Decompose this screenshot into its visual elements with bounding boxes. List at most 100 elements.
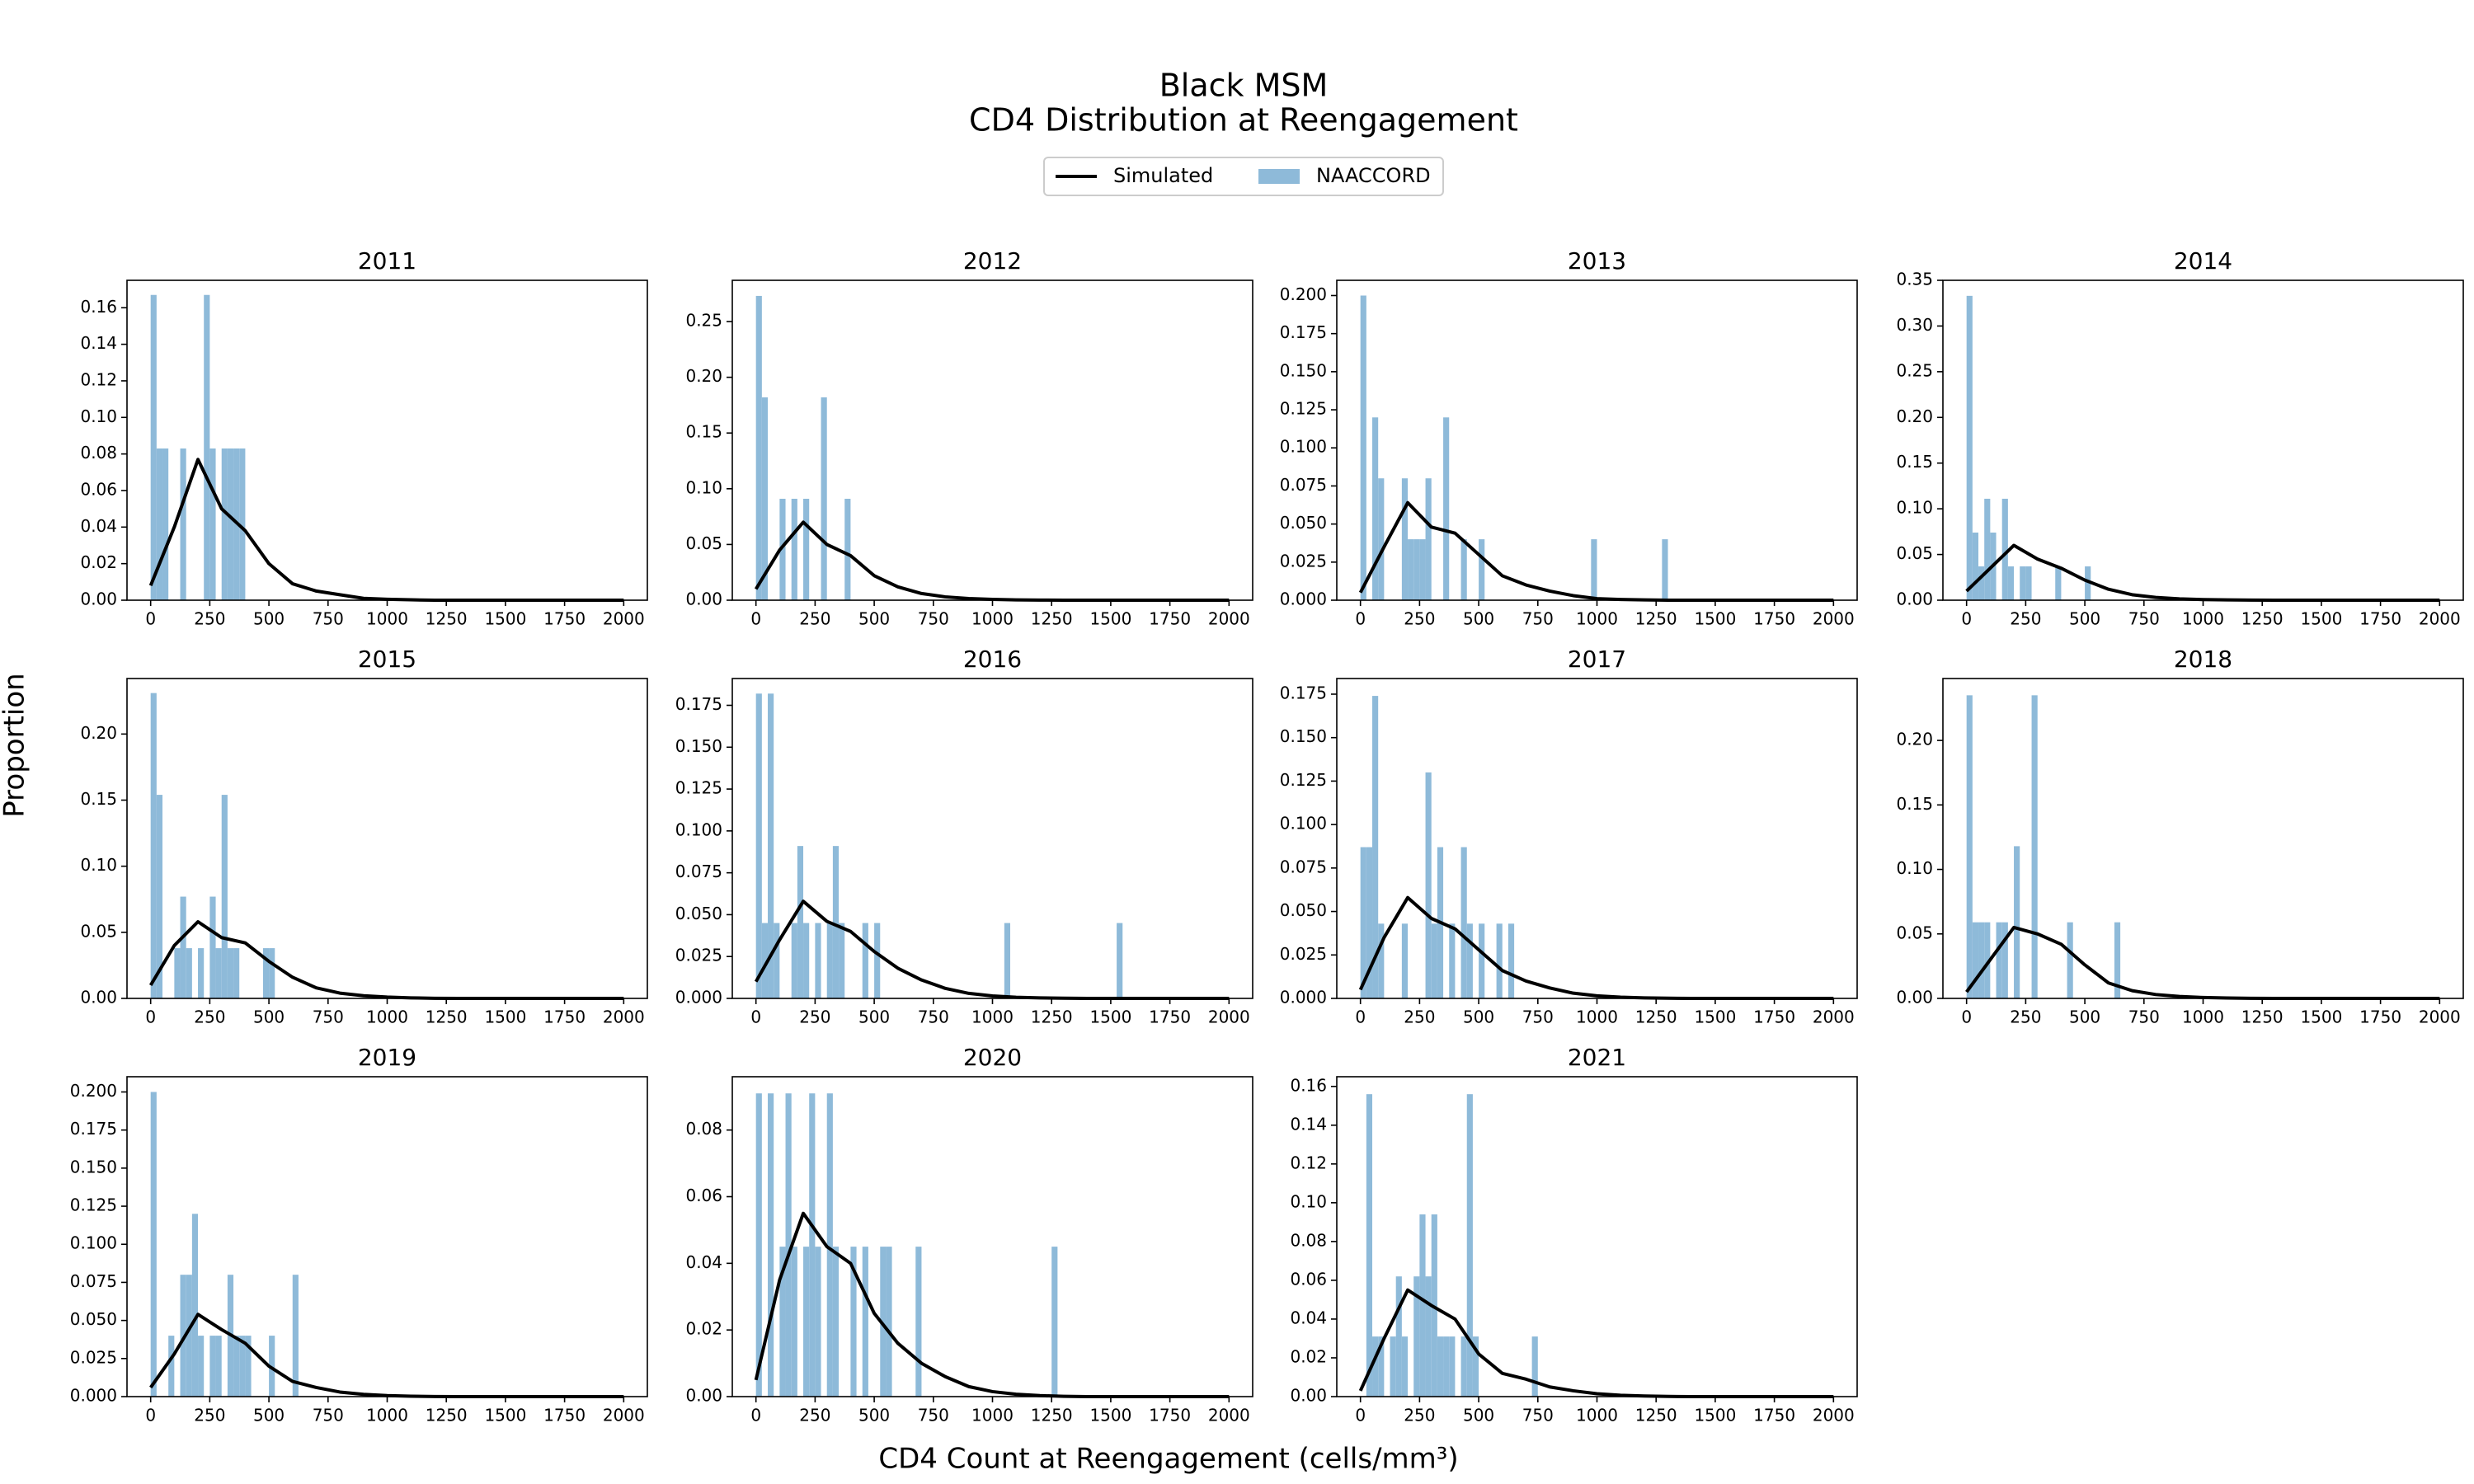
y-tick-label: 0.15 (685, 422, 722, 442)
x-tick-label: 500 (858, 1406, 890, 1425)
x-tick-label: 500 (1463, 1007, 1494, 1027)
x-tick-label: 500 (858, 609, 890, 629)
x-tick-label: 1500 (484, 1406, 526, 1425)
x-tick-label: 1750 (2359, 1007, 2401, 1027)
histogram-bar (1531, 1336, 1538, 1397)
legend-frame (1043, 157, 1444, 196)
x-tick-label: 500 (2069, 609, 2100, 629)
histogram-bar (1460, 1336, 1467, 1397)
y-tick-label: 0.100 (1280, 814, 1327, 834)
x-tick-label: 1250 (426, 1406, 468, 1425)
y-tick-label: 0.00 (685, 589, 722, 609)
histogram-bar (1366, 1094, 1373, 1397)
histogram-bar (1466, 923, 1473, 998)
histogram-bar (803, 923, 810, 998)
y-tick-label: 0.000 (675, 988, 722, 1007)
x-tick-label: 1000 (2182, 609, 2224, 629)
x-axis-label: CD4 Count at Reengagement (cells/mm³) (878, 1443, 1458, 1476)
histogram-bar (1443, 417, 1450, 600)
histogram-bar (1443, 1336, 1450, 1397)
histogram-bar (1437, 1336, 1444, 1397)
histogram-bar (1366, 847, 1373, 998)
y-tick-label: 0.04 (80, 516, 117, 536)
histogram-bar (791, 498, 797, 600)
y-tick-label: 0.05 (685, 533, 722, 553)
subplot: 2019 0.000 0.025 0.050 0.075 0.100 0.125 0.150 0… (70, 1044, 648, 1425)
x-tick-label: 2000 (1813, 1007, 1855, 1027)
subplot-title: 2021 (1568, 1044, 1626, 1071)
histogram-bar (180, 896, 186, 998)
histogram-bar (221, 795, 228, 998)
histogram-bar (233, 948, 240, 998)
histogram-bar (1413, 539, 1420, 600)
density-line (754, 899, 1230, 1000)
subplot: 2021 0.00 0.02 0.04 0.06 0.08 0.10 0.12 0.14 0.16… (1290, 1044, 1858, 1425)
histogram-bar (2031, 695, 2038, 998)
y-tick-label: 0.000 (1280, 988, 1327, 1007)
x-tick-label: 2000 (603, 1007, 645, 1027)
y-tick-label: 0.075 (70, 1271, 117, 1291)
x-tick-label: 1000 (1576, 1007, 1618, 1027)
histogram-bar (880, 1247, 887, 1397)
x-tick-label: 500 (253, 1406, 285, 1425)
y-tick-label: 0.10 (80, 406, 117, 426)
y-tick-label: 0.20 (685, 366, 722, 386)
x-tick-label: 1750 (1753, 609, 1795, 629)
x-tick-label: 250 (1404, 1406, 1435, 1425)
x-tick-label: 1250 (1031, 1406, 1073, 1425)
x-tick-label: 1750 (543, 1406, 586, 1425)
y-tick-label: 0.04 (685, 1252, 722, 1272)
plot-frame (1336, 1076, 1858, 1397)
y-tick-label: 0.200 (1280, 284, 1327, 304)
histogram-bar (150, 693, 157, 998)
histogram-bar (874, 923, 881, 998)
y-tick-label: 0.125 (1280, 399, 1327, 419)
y-tick-label: 0.06 (685, 1186, 722, 1205)
plot-frame (126, 678, 648, 999)
x-tick-label: 750 (1522, 609, 1554, 629)
histogram-bar (1507, 923, 1515, 998)
subplot-title: 2020 (963, 1044, 1022, 1071)
y-tick-label: 0.00 (1896, 589, 1933, 609)
histogram-bar (1372, 696, 1379, 998)
y-tick-label: 0.10 (1896, 498, 1933, 518)
histogram-bar (227, 448, 234, 600)
x-tick-label: 2000 (1208, 1007, 1250, 1027)
x-tick-label: 1250 (426, 609, 468, 629)
x-tick-label: 1000 (366, 609, 408, 629)
y-tick-label: 0.05 (1896, 923, 1933, 942)
x-tick-label: 2000 (2419, 609, 2461, 629)
x-tick-label: 1500 (1089, 609, 1131, 629)
histogram-bar (245, 1336, 252, 1397)
plot-frame (1942, 279, 2464, 601)
histogram-bar (156, 448, 163, 600)
histogram-bar (1401, 1336, 1409, 1397)
x-tick-label: 1000 (366, 1007, 408, 1027)
legend-label: Simulated (1113, 164, 1213, 187)
histogram-bar (2067, 922, 2073, 998)
histogram-bar (862, 923, 868, 998)
x-tick-label: 0 (1355, 1007, 1366, 1027)
histogram-bar (239, 1336, 246, 1397)
histogram-bar (174, 948, 181, 998)
y-tick-label: 0.06 (80, 479, 117, 499)
x-tick-label: 750 (2128, 609, 2160, 629)
histogram-bar (1425, 478, 1432, 600)
y-tick-label: 0.050 (70, 1309, 117, 1329)
histogram-bar (209, 448, 216, 600)
y-tick-label: 0.10 (1896, 858, 1933, 878)
histogram-bar (1472, 1336, 1479, 1397)
y-tick-label: 0.125 (70, 1195, 117, 1215)
x-tick-label: 250 (799, 609, 830, 629)
histogram-bar (826, 1093, 833, 1397)
histogram-bar (791, 923, 797, 998)
x-tick-label: 500 (253, 609, 285, 629)
histogram-bar (180, 1275, 186, 1397)
histogram-bar (915, 1247, 922, 1397)
y-tick-label: 0.16 (1290, 1075, 1327, 1095)
histogram-bar (186, 948, 192, 998)
x-tick-label: 250 (194, 609, 225, 629)
x-tick-label: 250 (194, 1406, 225, 1425)
histogram-bar (2014, 846, 2020, 998)
